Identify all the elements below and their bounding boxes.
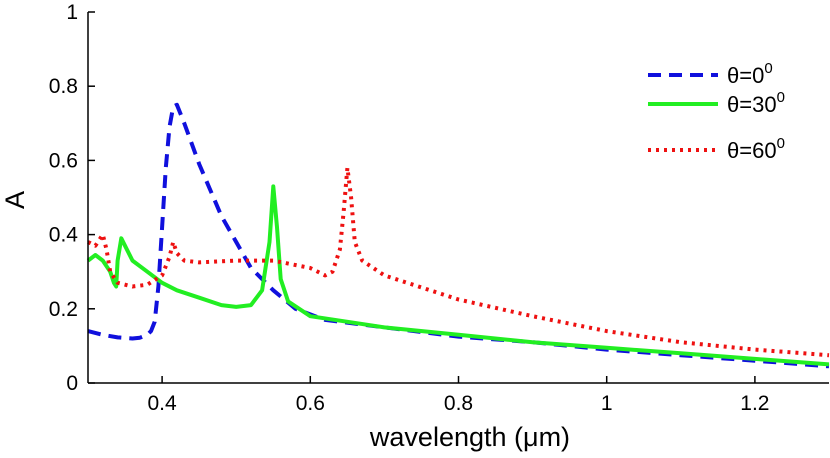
- x-tick-label: 0.4: [147, 392, 177, 415]
- x-tick-label: 1: [601, 392, 613, 415]
- y-tick-label: 0.6: [49, 149, 78, 172]
- x-tick-label: 0.6: [296, 392, 325, 415]
- legend-label-1: θ=300: [727, 89, 785, 117]
- y-axis-label: A: [0, 191, 30, 209]
- x-tick-label: 0.8: [444, 392, 473, 415]
- legend-degree-superscript: 0: [777, 135, 785, 152]
- series-line-0: [87, 102, 830, 369]
- legend-label-2: θ=600: [727, 135, 785, 163]
- x-tick-label: 1.2: [740, 392, 769, 415]
- y-tick-label: 1: [66, 1, 78, 24]
- series-line-1: [86, 184, 830, 367]
- legend-label-0: θ=00: [727, 60, 773, 88]
- series-line-2: [87, 165, 830, 358]
- y-tick-label: 0.2: [49, 298, 78, 321]
- legend: θ=00θ=300 θ=600: [648, 60, 785, 163]
- legend-degree-superscript: 0: [777, 89, 785, 106]
- axes: 0.4 0.6 0.8 1 1.2 0 0.2 0.4 0.6 0.8 1: [49, 1, 829, 415]
- y-tick-label: 0.8: [49, 75, 78, 98]
- plot-lines: [86, 102, 830, 369]
- y-tick-label: 0: [66, 372, 78, 395]
- legend-degree-superscript: 0: [764, 60, 772, 77]
- y-tick-label: 0.4: [49, 224, 79, 247]
- x-axis-label: wavelength (μm): [369, 422, 570, 452]
